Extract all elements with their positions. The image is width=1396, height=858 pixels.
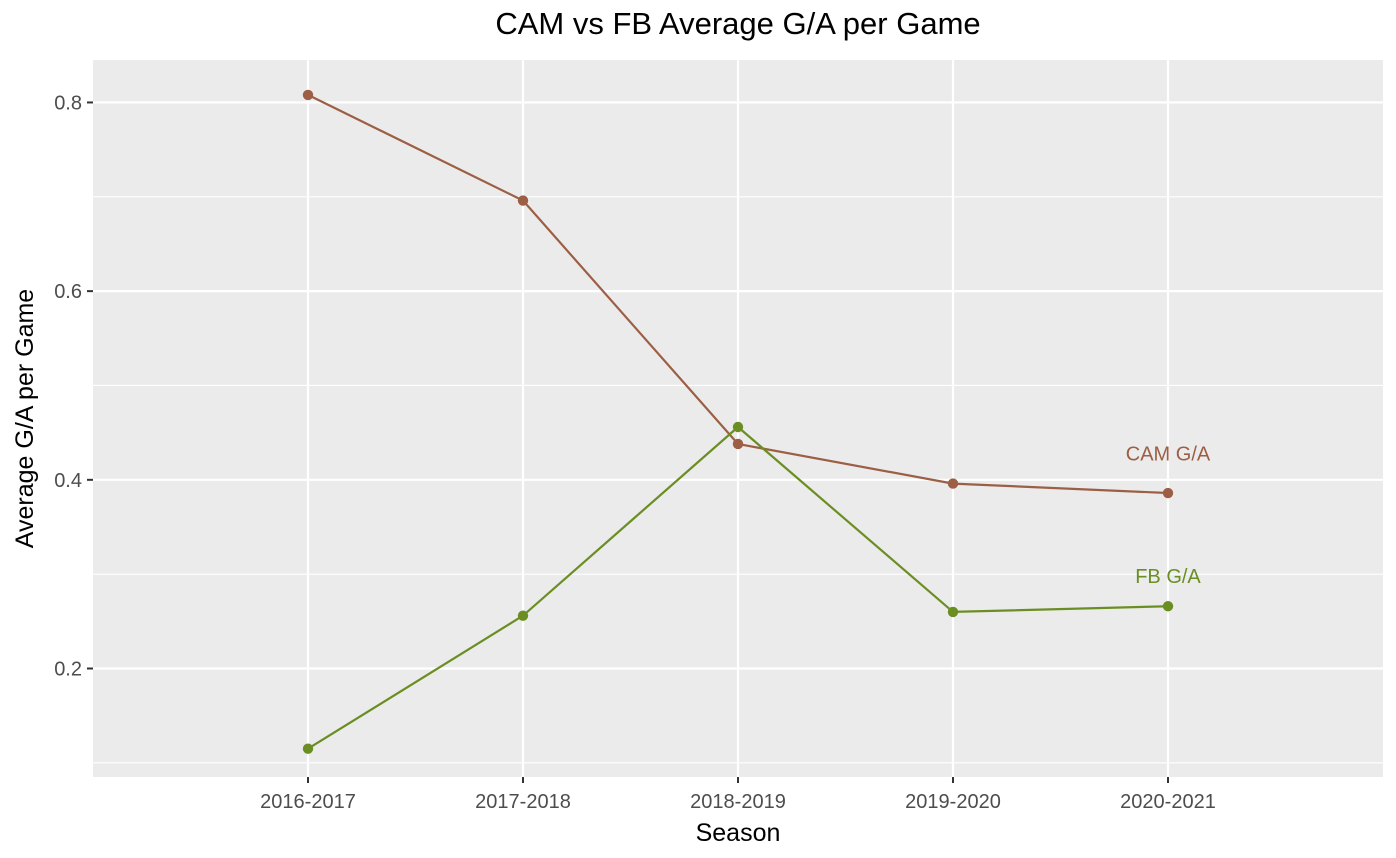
data-point [517,610,529,621]
data-point [302,743,314,754]
data-point [302,89,314,101]
series-layer [302,89,1174,754]
x-tick-label: 2018-2019 [690,791,786,813]
data-point [732,421,744,433]
x-tick-label: 2020-2021 [1120,791,1216,813]
series-label: CAM G/A [1126,443,1211,465]
y-tick-label: 0.4 [54,470,82,492]
y-axis-title: Average G/A per Game [11,289,39,548]
tick-labels: 0.2 0.4 0.6 0.8 2016-2017 2017-2018 2018-2019 2… [54,92,1216,813]
x-tick-label: 2016-2017 [260,791,356,813]
series-label: FB G/A [1135,566,1201,588]
grid-major [93,60,1383,777]
data-point [1162,487,1174,499]
series-labels: CAM G/A FB G/A [1126,443,1211,588]
data-point [517,195,529,206]
x-axis-title: Season [696,819,781,847]
chart-title: CAM vs FB Average G/A per Game [495,6,981,41]
y-tick-label: 0.2 [54,659,82,681]
x-tick-label: 2019-2020 [905,791,1001,813]
axis-ticks [87,101,1169,783]
data-point [947,478,959,489]
data-point [947,606,959,618]
data-point [1162,601,1174,612]
data-point [732,438,744,450]
x-tick-label: 2017-2018 [475,791,571,813]
y-tick-label: 0.6 [54,281,82,303]
y-tick-label: 0.8 [54,92,82,114]
